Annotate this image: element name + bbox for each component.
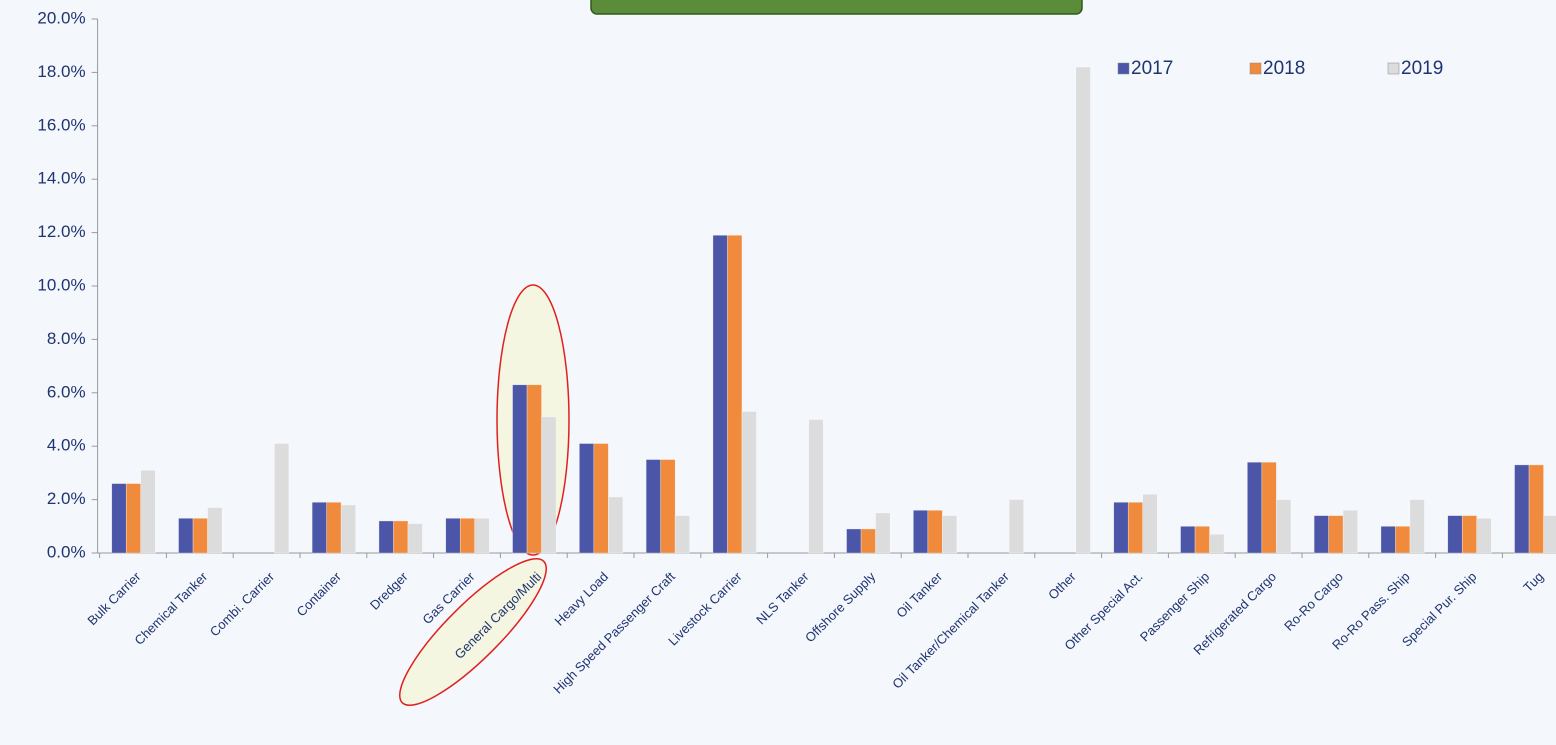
bar <box>1113 501 1129 554</box>
legend-label: 2017 <box>1131 58 1173 79</box>
bar <box>378 520 394 554</box>
bar <box>1476 517 1492 554</box>
y-tick-label: 2.0% <box>47 489 86 508</box>
bar <box>860 528 876 554</box>
bar <box>741 411 757 554</box>
bar <box>541 416 557 554</box>
legend-label: 2018 <box>1263 58 1305 79</box>
bar <box>326 501 342 554</box>
x-tick-label: Ro-Ro Cargo <box>1281 569 1346 634</box>
legend-swatch <box>1117 62 1130 75</box>
x-tick-label: Bulk Carrier <box>84 568 144 628</box>
y-tick-label: 10.0% <box>37 275 85 294</box>
bar <box>125 483 142 554</box>
bar <box>1447 515 1463 554</box>
bar <box>727 234 743 554</box>
x-tick-label: Offshore Supply <box>802 569 879 646</box>
bar <box>407 523 423 554</box>
bar <box>942 515 958 554</box>
bar <box>846 528 862 554</box>
y-tick-label: 12.0% <box>37 222 85 241</box>
bar <box>340 504 356 554</box>
x-tick-label: Container <box>293 568 344 619</box>
bar <box>459 517 476 554</box>
bar <box>1328 515 1344 554</box>
x-tick-label: Oil Tanker <box>893 568 945 620</box>
bar <box>1276 499 1292 554</box>
bar <box>111 483 127 554</box>
highlight-ellipse <box>399 558 547 706</box>
legend-swatch <box>1249 62 1262 75</box>
bar <box>927 509 943 554</box>
bar <box>1180 525 1196 554</box>
x-tick-label: Passenger Ship <box>1137 569 1213 645</box>
bar <box>1142 493 1158 554</box>
bar <box>1342 509 1358 554</box>
bar <box>875 512 891 554</box>
bar <box>674 515 690 554</box>
bar <box>1395 525 1411 554</box>
bar <box>1127 501 1144 554</box>
bar <box>512 384 528 554</box>
bar <box>1209 534 1225 554</box>
bar <box>526 384 542 554</box>
x-tick-label: Other <box>1045 568 1079 602</box>
bar <box>1409 499 1425 554</box>
y-tick-label: 20.0% <box>37 8 85 27</box>
title-box <box>590 0 1083 15</box>
y-tick-label: 8.0% <box>47 329 86 348</box>
bar <box>913 509 929 554</box>
y-tick-label: 4.0% <box>47 436 86 455</box>
x-tick-label: Dredger <box>367 568 411 612</box>
bar <box>1261 461 1277 554</box>
bar <box>1247 461 1263 554</box>
x-tick-label: Oil Tanker/Chemical Tanker <box>889 568 1012 691</box>
bar <box>1075 66 1091 554</box>
bar <box>178 517 194 554</box>
bar <box>474 517 490 554</box>
legend-label: 2019 <box>1401 58 1443 79</box>
bar <box>393 520 409 554</box>
bar <box>1528 464 1544 554</box>
y-tick-label: 16.0% <box>37 115 85 134</box>
x-tick-label: Livestock Carrier <box>665 568 745 648</box>
bar <box>1380 525 1396 554</box>
bar <box>808 419 824 554</box>
bar <box>1313 515 1329 554</box>
bar <box>1194 525 1210 554</box>
bar <box>712 234 728 554</box>
legend-swatch <box>1387 62 1400 75</box>
x-tick-label: Chemical Tanker <box>131 568 210 647</box>
bar <box>274 443 290 554</box>
bar <box>140 469 156 554</box>
bar <box>1543 515 1556 554</box>
bar <box>445 517 461 554</box>
bar <box>608 496 624 554</box>
bar <box>207 507 223 554</box>
bar <box>645 459 661 554</box>
bar <box>1461 515 1478 554</box>
y-tick-label: 18.0% <box>37 62 85 81</box>
bar <box>660 459 676 554</box>
bar <box>192 517 208 554</box>
bar <box>311 501 327 554</box>
x-tick-label: Heavy Load <box>551 569 611 629</box>
x-tick-label: Tug <box>1520 569 1546 595</box>
x-tick-label: Combi. Carrier <box>207 568 278 639</box>
bar <box>593 443 609 554</box>
bar <box>579 443 595 554</box>
y-tick-label: 0.0% <box>47 542 86 561</box>
x-tick-label: High Speed Passenger Craft <box>550 569 678 697</box>
y-tick-label: 14.0% <box>37 169 85 188</box>
x-tick-label: NLS Tanker <box>753 568 812 627</box>
bar <box>1008 499 1024 554</box>
bar <box>1514 464 1530 554</box>
y-tick-label: 6.0% <box>47 382 86 401</box>
